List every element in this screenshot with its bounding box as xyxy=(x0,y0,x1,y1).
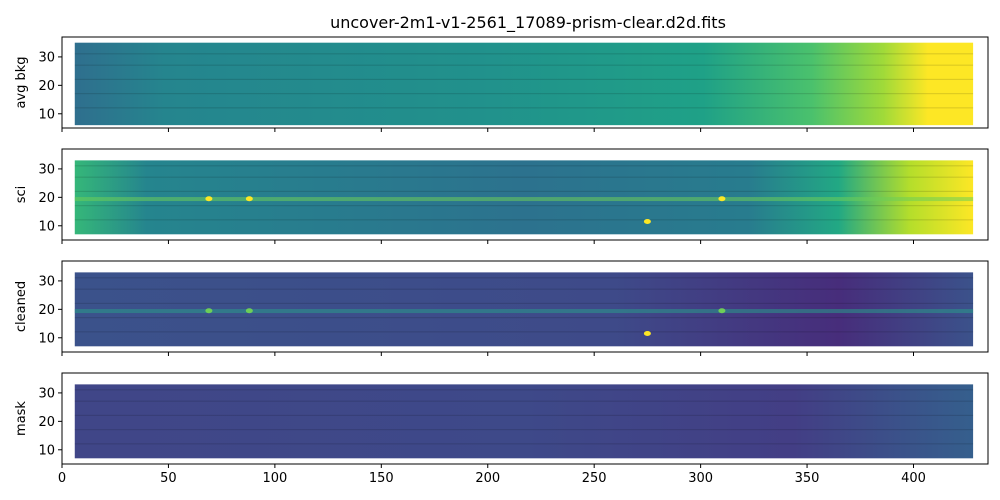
slit-row xyxy=(74,400,974,402)
slit-row xyxy=(74,317,974,319)
y-axis-label: cleaned xyxy=(14,281,29,332)
x-tick-label: 50 xyxy=(160,471,177,486)
slit-row xyxy=(74,190,974,193)
x-tick-label: 350 xyxy=(795,471,820,486)
slit-row xyxy=(74,53,974,55)
y-axis-label: mask xyxy=(14,401,29,436)
y-tick-label: 10 xyxy=(38,331,55,346)
y-tick-label: 30 xyxy=(38,162,55,177)
y-tick-label: 10 xyxy=(38,443,55,458)
heatmap-image xyxy=(74,384,974,459)
x-tick-label: 400 xyxy=(901,471,926,486)
slit-row xyxy=(74,277,974,279)
bright-spot xyxy=(643,331,651,337)
bright-spot xyxy=(718,196,726,202)
slit-row xyxy=(74,93,974,95)
heatmap-image xyxy=(74,42,974,126)
panel-mask: 10 20 30 mask 0 50 100 150 200 250 300 350 400 xyxy=(14,372,989,486)
y-tick-label: 30 xyxy=(38,386,55,401)
slit-row xyxy=(74,107,974,109)
slit-row xyxy=(74,414,974,417)
axes-frame xyxy=(61,36,989,129)
y-axis-label: avg bkg xyxy=(14,56,29,108)
panel-cleaned: 10 20 30 cleaned xyxy=(14,260,989,356)
slit-row xyxy=(74,389,974,391)
bright-spot xyxy=(718,308,726,314)
x-tick-label: 0 xyxy=(58,471,66,486)
slit-row xyxy=(74,302,974,305)
bright-spot xyxy=(245,308,253,314)
slit-row xyxy=(74,64,974,66)
axes-frame xyxy=(61,260,989,353)
slit-row xyxy=(74,219,974,221)
y-tick-label: 20 xyxy=(38,79,55,94)
slit-row xyxy=(74,176,974,178)
bright-spot xyxy=(245,196,253,202)
y-tick-label: 20 xyxy=(38,415,55,430)
y-tick-label: 20 xyxy=(38,303,55,318)
x-tick-label: 200 xyxy=(475,471,500,486)
x-tick-label: 100 xyxy=(262,471,287,486)
y-tick-label: 30 xyxy=(38,50,55,65)
axes-frame xyxy=(61,148,989,241)
spectral-trace xyxy=(74,197,974,202)
slit-row xyxy=(74,165,974,167)
y-tick-label: 10 xyxy=(38,219,55,234)
panel-avg-bkg: 10 20 30 avg bkg xyxy=(14,36,989,132)
y-tick-label: 10 xyxy=(38,107,55,122)
panels: 10 20 30 avg bkg 10 20 30 sci 10 20 30 cleaned 10 20 3… xyxy=(14,36,989,486)
y-tick-label: 20 xyxy=(38,191,55,206)
slit-row xyxy=(74,331,974,333)
spectral-trace xyxy=(74,309,974,314)
slit-row xyxy=(74,429,974,431)
x-tick-label: 150 xyxy=(369,471,394,486)
bright-spot xyxy=(205,196,213,202)
slit-row xyxy=(74,443,974,445)
slit-row xyxy=(74,205,974,207)
x-tick-label: 300 xyxy=(688,471,713,486)
y-tick-label: 30 xyxy=(38,274,55,289)
panel-sci: 10 20 30 sci xyxy=(14,148,989,244)
bright-spot xyxy=(205,308,213,314)
x-tick-label: 250 xyxy=(582,471,607,486)
axes-frame xyxy=(61,372,989,465)
figure-title: uncover-2m1-v1-2561_17089-prism-clear.d2… xyxy=(330,13,726,33)
slit-row xyxy=(74,288,974,290)
slit-row xyxy=(74,78,974,81)
y-axis-label: sci xyxy=(14,186,29,204)
bright-spot xyxy=(643,219,651,225)
